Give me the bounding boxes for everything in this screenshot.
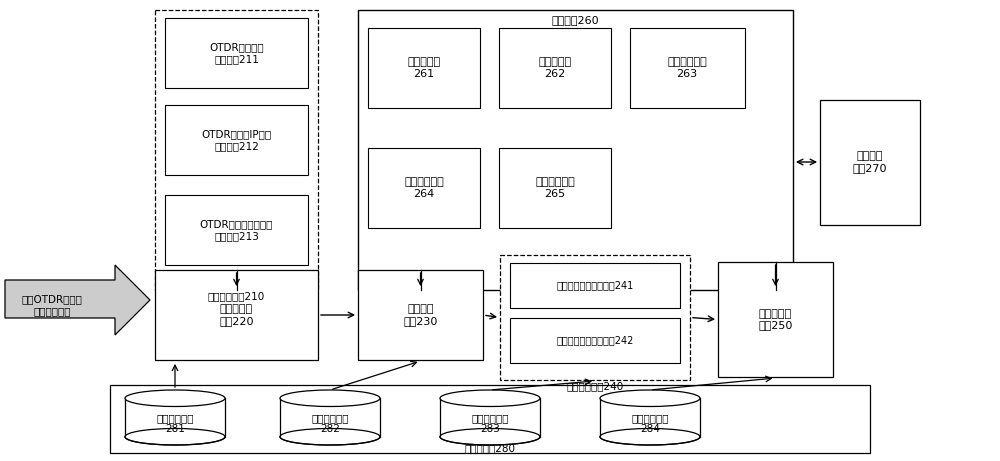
Bar [358, 270, 483, 360]
Text: 远程OTDR下位机
所测原始数据: 远程OTDR下位机 所测原始数据 [22, 294, 82, 316]
Bar [155, 270, 318, 360]
Bar [499, 28, 611, 108]
Bar [510, 263, 680, 308]
Text: 参数配置文件
281: 参数配置文件 281 [156, 413, 194, 434]
Bar [630, 28, 745, 108]
Bar [110, 385, 870, 453]
Ellipse shape [440, 429, 540, 445]
Text: 状态监控模块
265: 状态监控模块 265 [535, 177, 575, 199]
Bar [499, 148, 611, 228]
Ellipse shape [440, 390, 540, 407]
Text: 显示单元260: 显示单元260 [552, 15, 599, 25]
Ellipse shape [600, 429, 700, 445]
Ellipse shape [280, 390, 380, 407]
Text: 参考数据文件
282: 参考数据文件 282 [311, 413, 349, 434]
Bar [165, 18, 308, 88]
Text: 节点设置单元240: 节点设置单元240 [566, 381, 624, 391]
Bar [368, 28, 480, 108]
Ellipse shape [125, 429, 225, 445]
Ellipse shape [125, 390, 225, 407]
Text: OTDR下位机IP地址
设置模块212: OTDR下位机IP地址 设置模块212 [201, 129, 272, 151]
Text: 参数设置单元210: 参数设置单元210 [208, 291, 265, 301]
Text: 手动选择方式设置模块242: 手动选择方式设置模块242 [556, 335, 634, 345]
Ellipse shape [600, 390, 700, 407]
Bar [165, 105, 308, 175]
Text: 光开关控制
单元220: 光开关控制 单元220 [219, 304, 254, 326]
Polygon shape [5, 265, 150, 335]
Text: 辅助功能
单元270: 辅助功能 单元270 [853, 151, 887, 173]
Bar [165, 195, 308, 265]
Text: 数据表格模块
263: 数据表格模块 263 [667, 57, 707, 79]
Bar [510, 318, 680, 363]
Text: 数据库文件280: 数据库文件280 [464, 443, 516, 453]
Text: OTDR下位机远程重启
控制模块213: OTDR下位机远程重启 控制模块213 [200, 219, 273, 241]
Text: OTDR测量参数
设置模块211: OTDR测量参数 设置模块211 [209, 42, 264, 64]
Bar [155, 10, 318, 290]
Text: 提示消息模块
264: 提示消息模块 264 [404, 177, 444, 199]
Text: 自动默认方式设置模块241: 自动默认方式设置模块241 [556, 280, 634, 290]
Bar [500, 255, 690, 380]
Text: 拓扑图模块
262: 拓扑图模块 262 [538, 57, 572, 79]
Bar [368, 148, 480, 228]
Bar [358, 10, 793, 290]
Text: 迹线图模块
261: 迹线图模块 261 [407, 57, 441, 79]
Text: 测量数据文件
284: 测量数据文件 284 [631, 413, 669, 434]
Bar [718, 262, 833, 377]
Text: 测量与分析
单元250: 测量与分析 单元250 [758, 309, 793, 330]
Ellipse shape [280, 429, 380, 445]
Bar [820, 100, 920, 225]
Text: 节点信息文件
283: 节点信息文件 283 [471, 413, 509, 434]
Text: 参数获取
单元230: 参数获取 单元230 [403, 304, 438, 326]
